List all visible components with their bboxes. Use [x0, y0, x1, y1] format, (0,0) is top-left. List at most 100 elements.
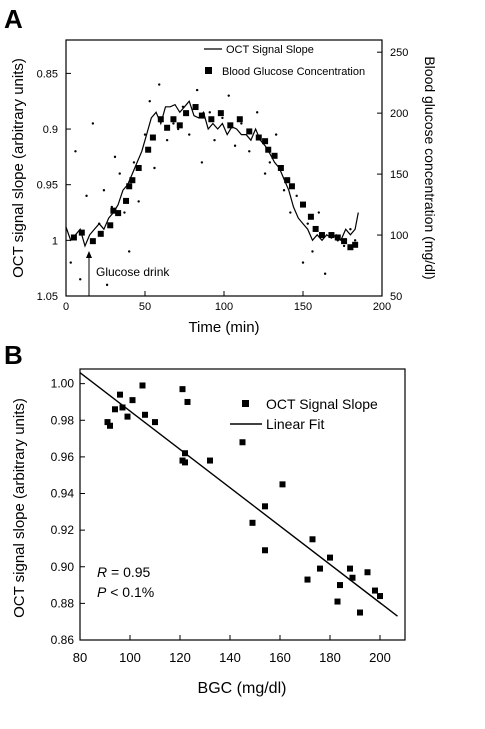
panel-a-scatter-dot: [105, 283, 109, 287]
panel-b-stat-r: R = 0.95: [97, 564, 151, 580]
panel-b-point: [304, 576, 311, 583]
panel-b-point: [182, 459, 188, 466]
panel-b-point: [142, 411, 148, 418]
panel-a-glucose-point: [352, 241, 359, 248]
panel-a-glucose-point: [157, 116, 164, 123]
panel-a-scatter-dot: [165, 138, 169, 142]
panel-a-scatter-dot: [113, 155, 117, 159]
panel-a-glucose-point: [115, 210, 122, 217]
panel-b-point: [357, 609, 363, 616]
panel-b-point: [184, 398, 191, 405]
panel-a-y2label: Blood glucose concentration (mg/dl): [422, 56, 438, 279]
panel-a-y-tick-label: 0.85: [37, 68, 58, 80]
panel-a-glucose-point: [341, 238, 348, 245]
panel-a-legend-line-label: OCT Signal Slope: [226, 44, 314, 56]
panel-b-point: [262, 547, 268, 554]
panel-a-scatter-dot: [176, 127, 180, 131]
panel-b-stat-r-label: R: [97, 564, 107, 580]
panel-a-glucose-point: [328, 232, 335, 239]
panel-a-y2-tick-label: 150: [390, 169, 408, 181]
panel-a-glucose-point: [262, 138, 269, 145]
panel-b-y-tick-label: 0.98: [51, 413, 75, 427]
panel-b-point: [152, 419, 158, 426]
panel-a-glucose-point: [334, 234, 341, 241]
panel-b-point: [107, 422, 113, 429]
panel-b-stat-p-value: < 0.1%: [106, 584, 154, 600]
panel-a-glucose-point: [265, 146, 272, 153]
panel-b-y-ticks: 0.86 0.88 0.90 0.92 0.94 0.96 0.98 1.00: [51, 377, 85, 647]
panel-b-x-tick-label: 100: [119, 650, 141, 665]
panel-a-scatter-dot: [213, 138, 216, 142]
panel-b-x-tick-label: 200: [369, 650, 391, 665]
panel-b-point: [372, 587, 378, 594]
panel-b-point: [364, 569, 371, 576]
panel-b-fit-line: [79, 372, 398, 617]
panel-b-point: [179, 386, 186, 393]
panel-a-glucose-point: [183, 110, 190, 117]
panel-a-scatter-dot: [208, 111, 211, 114]
panel-a-y-ticks: 0.85 0.9 0.95 1 1.05: [37, 68, 71, 303]
panel-a-y2-tick-label: 50: [390, 291, 402, 303]
panel-a-glucose-point: [176, 122, 183, 129]
panel-b-plot-frame: [79, 368, 406, 641]
panel-b-point: [317, 565, 323, 572]
panel-a-y-tick-label: 0.9: [43, 124, 58, 136]
panel-b-point: [119, 404, 126, 411]
panel-a-scatter-dot: [342, 244, 346, 248]
panel-b-point: [334, 598, 341, 605]
panel-a-x-tick-label: 200: [373, 301, 391, 313]
panel-b-y-tick-label: 1.00: [51, 377, 75, 391]
panel-b-y-tick-label: 0.96: [51, 450, 75, 464]
panel-a-annotation: Glucose drink: [96, 265, 170, 279]
panel-b-points: [104, 382, 383, 616]
panel-a-x-tick-label: 100: [215, 301, 233, 313]
panel-b-point: [104, 419, 111, 426]
panel-a-scatter-dot: [248, 150, 251, 153]
panel-a-glucose-point: [347, 244, 354, 251]
panel-a-y-tick-label: 1.05: [37, 291, 58, 303]
panel-b-point: [207, 457, 213, 464]
panel-a-glucose-point: [318, 232, 325, 239]
panel-a-glucose-point: [255, 134, 262, 141]
panel-b-x-tick-label: 120: [169, 650, 191, 665]
panel-a-glucose-point: [217, 110, 224, 117]
panel-a-glucose-point: [89, 238, 96, 245]
panel-b-point: [279, 481, 286, 488]
panel-b-xlabel: BGC (mg/dl): [198, 680, 287, 697]
panel-a-scatter-dot: [282, 189, 286, 192]
panel-a-scatter-dot: [79, 278, 82, 281]
panel-b-x-tick-label: 180: [319, 650, 341, 665]
panel-a-scatter-dot: [317, 211, 320, 214]
panel-b-x-ticks: 80 100 120 140 160 180 200: [73, 635, 391, 665]
panel-a-glucose-point: [78, 229, 85, 236]
panel-a-y-tick-label: 1: [52, 235, 58, 247]
panel-a-y2-tick-label: 200: [390, 108, 408, 120]
panel-b-x-tick-label: 140: [219, 650, 241, 665]
panel-b-label: B: [4, 340, 23, 370]
panel-a-scatter-dot: [289, 211, 292, 214]
panel-a-legend-square-marker: [205, 67, 212, 74]
panel-a-x-tick-label: 150: [294, 301, 312, 313]
panel-a-scatter-dot: [132, 161, 136, 164]
panel-a-glucose-point: [107, 222, 114, 229]
panel-a-scatter-dot: [123, 211, 126, 214]
panel-b-point: [262, 503, 268, 510]
panel-a-scatter-dot: [274, 133, 278, 136]
panel-a-scatter-dot: [306, 222, 309, 225]
panel-b-legend-line-label: Linear Fit: [266, 416, 324, 432]
panel-a-scatter-dot: [91, 122, 95, 125]
panel-a-legend-square-label: Blood Glucose Concentration: [222, 66, 365, 78]
panel-a-scatter-dot: [188, 133, 191, 136]
panel-a-x-tick-label: 0: [63, 301, 69, 313]
panel-a-scatter-dot: [153, 166, 156, 170]
panel-a-scatter-dot: [74, 150, 77, 153]
panel-a-glucose-point: [288, 183, 295, 190]
panel-b-y-tick-label: 0.92: [51, 523, 75, 537]
panel-b-point: [347, 565, 353, 572]
panel-a-scatter-dot: [85, 194, 88, 198]
panel-a: A 0 50 100 150 200 0.85 0.9 0.95 1 1.05 50 100 150…: [4, 4, 438, 336]
panel-b-stat-p-label: P: [97, 584, 107, 600]
panel-a-scatter-dot: [295, 194, 298, 198]
panel-b-point: [139, 382, 146, 389]
